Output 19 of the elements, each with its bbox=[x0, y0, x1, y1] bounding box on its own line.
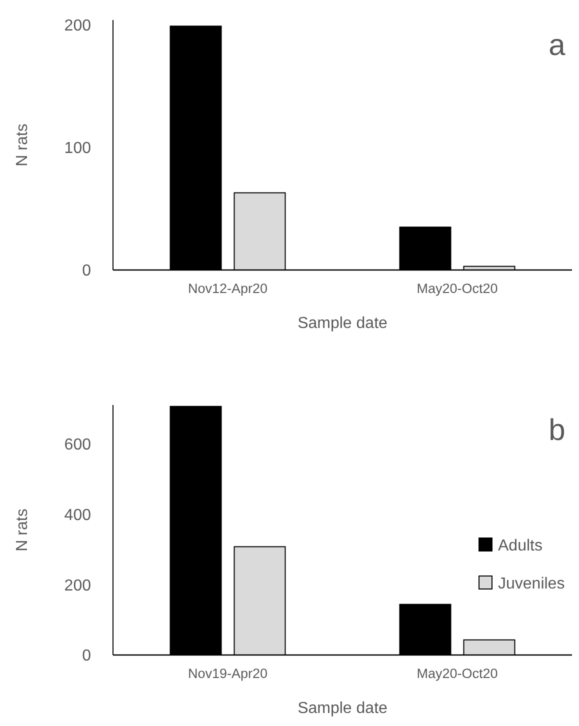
legend-label: Adults bbox=[498, 538, 542, 555]
y-tick-label: 0 bbox=[82, 648, 92, 665]
y-axis-title: N rats bbox=[14, 124, 31, 166]
y-axis-title: N rats bbox=[14, 508, 31, 552]
legend-label: Juveniles bbox=[498, 576, 565, 593]
y-tick-label: 200 bbox=[64, 577, 92, 594]
y-tick-label: 600 bbox=[64, 436, 92, 454]
x-axis-title: Sample date bbox=[298, 700, 388, 717]
annotation: b bbox=[548, 414, 566, 447]
x-tick-label: Nov19-Apr20 bbox=[188, 666, 268, 681]
x-tick-label: May20-Oct20 bbox=[416, 666, 498, 681]
annotation: a bbox=[548, 29, 566, 62]
x-tick-label: Nov12-Apr20 bbox=[188, 281, 268, 296]
y-tick-label: 0 bbox=[82, 262, 92, 280]
x-tick-label: May20-Oct20 bbox=[416, 281, 498, 296]
y-tick-label: 100 bbox=[64, 140, 92, 158]
x-axis-title: Sample date bbox=[298, 315, 388, 332]
y-tick-label: 200 bbox=[64, 18, 92, 34]
y-tick-label: 400 bbox=[64, 506, 92, 524]
